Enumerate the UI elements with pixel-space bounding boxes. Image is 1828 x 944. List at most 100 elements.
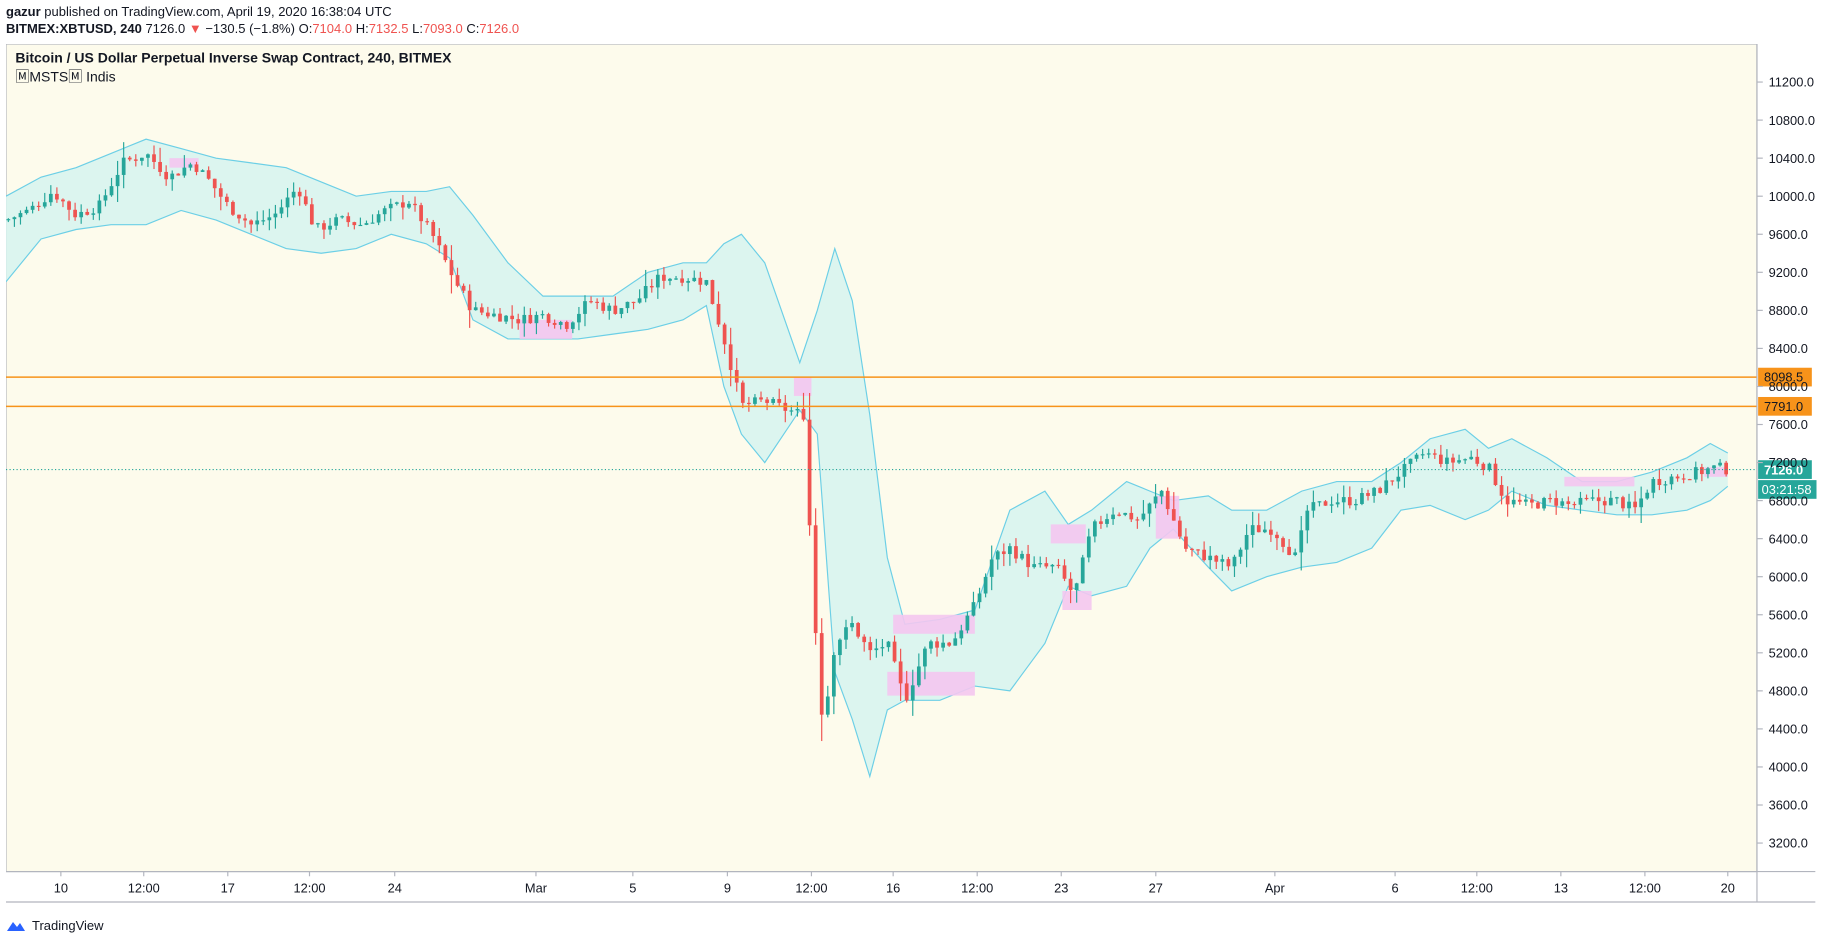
candle-up <box>42 202 47 207</box>
candle-down <box>1287 546 1291 555</box>
candle-up <box>1141 513 1146 520</box>
pink-zone <box>1704 467 1728 477</box>
price-tick-label: 7200.0 <box>1769 455 1808 470</box>
candle-down <box>801 408 806 420</box>
candle-down <box>1566 501 1571 504</box>
candle-down <box>1681 478 1686 480</box>
author-name[interactable]: gazur <box>6 4 41 19</box>
footer: TradingView <box>6 918 104 933</box>
candle-up <box>261 220 266 222</box>
candle-up <box>1335 502 1340 505</box>
candle-up <box>923 648 927 667</box>
candle-down <box>1584 497 1589 500</box>
candle-up <box>1086 536 1091 558</box>
candle-up <box>558 322 563 325</box>
candle-down <box>127 157 132 160</box>
candle-up <box>200 170 205 172</box>
candle-down <box>1499 484 1504 496</box>
candle-down <box>777 399 782 403</box>
pink-zone <box>519 319 573 339</box>
candle-up <box>953 638 958 646</box>
horizontal-line-label-bg <box>1758 367 1812 387</box>
candle-down <box>759 397 763 400</box>
candle-down <box>164 171 169 180</box>
candle-down <box>613 305 618 314</box>
candle-up <box>971 602 976 616</box>
candle-up <box>668 278 672 281</box>
candle-up <box>753 397 757 404</box>
candle-up <box>916 666 921 686</box>
high-value: 7132.5 <box>368 21 409 36</box>
footer-brand[interactable]: TradingView <box>32 918 104 933</box>
price-tick-label: 3600.0 <box>1769 798 1808 813</box>
candle-up <box>1244 534 1249 550</box>
candle-up <box>929 641 933 649</box>
candle-up <box>874 648 879 651</box>
candle-down <box>1323 501 1328 506</box>
candle-down <box>218 188 223 197</box>
time-axis[interactable]: 10 12:00 17 12:00 24 Mar 5 9 12:00 16 12:00 23 27 Apr… <box>54 871 1735 896</box>
candle-down <box>1171 509 1176 521</box>
candle-down <box>1184 536 1188 549</box>
candle-up <box>1341 497 1346 503</box>
candle-down <box>722 324 727 345</box>
chart-container[interactable]: 8098.5 7791.0 7126.0 03:21:58 11200.0 10800.… <box>5 43 1827 909</box>
candle-down <box>716 303 721 325</box>
candle-down <box>449 260 454 276</box>
candle-up <box>48 193 53 203</box>
candle-up <box>115 174 120 187</box>
band-lower-line <box>5 209 1729 779</box>
price-tick-label: 10400.0 <box>1769 151 1815 166</box>
candle-up <box>6 219 11 221</box>
candle-up <box>103 195 108 201</box>
price-tick-label: 10000.0 <box>1769 189 1815 204</box>
candle-up <box>1080 557 1085 584</box>
candle-down <box>1633 501 1637 508</box>
candle-down <box>1099 521 1103 524</box>
candle-down <box>1014 546 1018 559</box>
price-axis[interactable]: 11200.0 10800.0 10400.0 10000.0 9600.0 9200.0… <box>1756 75 1815 851</box>
time-tick-label: 12:00 <box>128 881 160 896</box>
candle-down <box>1572 503 1577 506</box>
candle-up <box>1578 497 1583 505</box>
tradingview-logo-icon[interactable] <box>6 919 26 933</box>
candle-up <box>1050 564 1055 567</box>
time-tick-label: 12:00 <box>293 881 325 896</box>
candle-up <box>1718 462 1722 466</box>
candle-down <box>765 399 769 403</box>
price-tick-label: 6400.0 <box>1769 531 1808 546</box>
candle-up <box>1032 564 1037 568</box>
candle-down <box>212 178 217 189</box>
candle-up <box>97 200 102 214</box>
candle-up <box>1111 514 1115 520</box>
candle-down <box>1056 564 1061 567</box>
time-tick-label: 20 <box>1721 881 1735 896</box>
indicator-label[interactable]: 🄼MSTS🄼 Indis <box>15 68 115 84</box>
candle-down <box>73 209 77 218</box>
candle-down <box>152 154 156 162</box>
candle-down <box>589 301 593 303</box>
open-label: O: <box>298 21 313 36</box>
candle-down <box>309 204 314 225</box>
candle-up <box>704 280 709 285</box>
price-chart[interactable]: 8098.5 7791.0 7126.0 03:21:58 11200.0 10800.… <box>5 43 1827 909</box>
candle-up <box>1457 460 1461 463</box>
low-label: L: <box>412 21 423 36</box>
candle-down <box>1602 501 1607 506</box>
candle-down <box>1068 578 1073 591</box>
candle-down <box>740 382 745 403</box>
candle-up <box>1159 490 1164 497</box>
candle-down <box>85 211 90 215</box>
candle-up <box>692 277 697 282</box>
candle-up <box>570 322 575 329</box>
candle-down <box>461 285 466 291</box>
band-layer <box>5 138 1729 779</box>
candle-down <box>194 164 199 172</box>
candle-down <box>413 203 417 206</box>
candle-up <box>1608 497 1613 506</box>
candle-up <box>273 213 278 218</box>
candle-down <box>401 202 405 208</box>
pink-zone <box>893 614 975 634</box>
price-tick-label: 5200.0 <box>1769 645 1808 660</box>
candle-down <box>728 344 733 371</box>
